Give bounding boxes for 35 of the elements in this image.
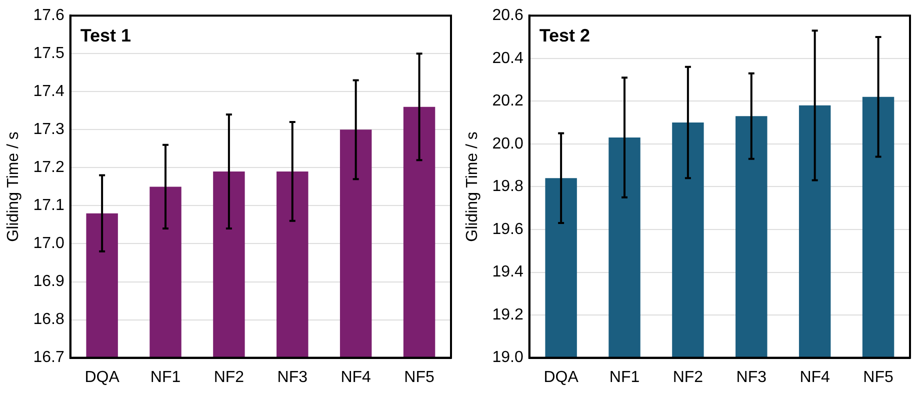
x-tick-label: NF3: [736, 368, 767, 386]
x-tick-label: DQA: [84, 368, 120, 386]
x-tick-label: NF3: [277, 368, 308, 386]
x-tick-label: NF4: [800, 368, 830, 386]
y-tick-label: 17.6: [33, 7, 64, 24]
x-tick-label: NF2: [672, 368, 704, 386]
y-tick-label: 17.1: [33, 197, 64, 214]
x-tick-label: NF2: [214, 368, 244, 386]
x-tick-label: NF4: [340, 368, 372, 386]
x-tick-label: NF1: [150, 368, 181, 386]
y-tick-label: 17.5: [33, 45, 64, 62]
text: Test 2: [539, 26, 590, 46]
y-tick-label: 16.7: [33, 349, 64, 366]
y-tick-label: 19.8: [492, 178, 524, 196]
y-axis-title: Gliding Time / s: [5, 132, 22, 242]
x-tick-label: NF5: [863, 368, 894, 386]
text: Test 1: [80, 26, 132, 46]
y-tick-label: 17.0: [33, 235, 64, 252]
x-tick-label: DQA: [544, 368, 579, 386]
y-tick-label: 20.6: [492, 7, 524, 24]
y-tick-label: 20.4: [492, 50, 524, 67]
y-tick-label: 17.3: [33, 121, 64, 138]
y-tick-label: 20.0: [492, 135, 524, 152]
y-tick-label: 16.9: [33, 273, 64, 290]
y-tick-label: 19.2: [492, 306, 524, 324]
y-axis-title: Gliding Time / s: [464, 132, 482, 242]
y-tick-label: 20.2: [492, 92, 524, 110]
x-tick-label: NF5: [404, 368, 434, 386]
y-tick-label: 19.4: [492, 264, 524, 281]
y-tick-label: 19.6: [492, 220, 524, 238]
y-tick-label: 19.0: [492, 349, 524, 366]
x-tick-label: NF1: [609, 368, 640, 386]
y-tick-label: 17.2: [33, 159, 64, 176]
y-tick-label: 17.4: [33, 83, 64, 100]
y-tick-label: 16.8: [33, 311, 64, 328]
